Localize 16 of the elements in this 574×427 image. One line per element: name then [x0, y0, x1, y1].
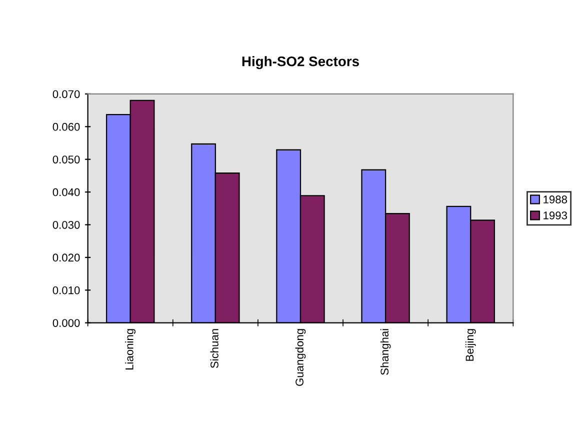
y-tick-label: 0.060: [52, 122, 80, 131]
y-tick-label: 0.000: [52, 319, 80, 327]
legend-label: 1993: [544, 212, 568, 220]
legend-label: 1988: [544, 196, 568, 204]
y-tick-label: 0.020: [52, 254, 80, 262]
y-tick-label: 0.050: [52, 156, 80, 164]
x-tick-label: Beijing: [465, 329, 476, 361]
y-tick-label: 0.040: [52, 188, 80, 196]
y-tick-label: 0.030: [52, 220, 80, 229]
x-tick-label: Sichuan: [210, 329, 218, 368]
y-tick-label: 0.070: [52, 90, 80, 98]
x-tick-label: Shanghai: [380, 329, 391, 375]
y-tick-label: 0.010: [52, 286, 80, 294]
x-tick-label: Guangdong: [295, 329, 306, 386]
chart-title: High-SO2 Sectors: [242, 56, 359, 70]
x-tick-label: Liaoning: [125, 329, 136, 370]
